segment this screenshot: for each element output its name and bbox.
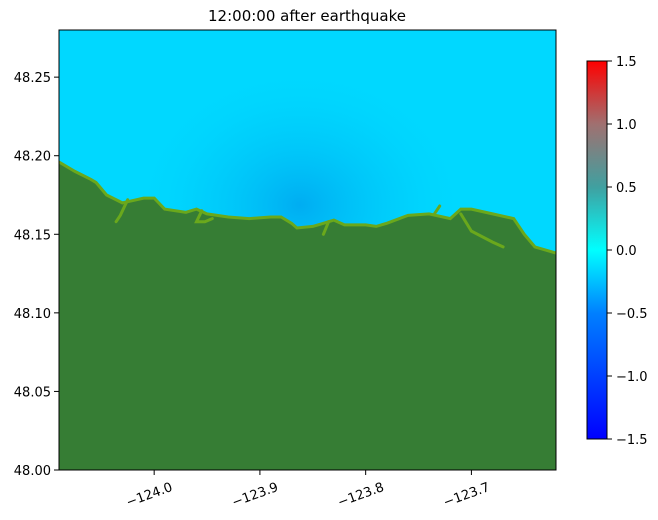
- inlet-4: [459, 212, 505, 249]
- y-axis: 48.00 48.05 48.10 48.15 48.20 48.25: [14, 71, 59, 479]
- y-tick-label: 48.25: [14, 71, 51, 86]
- colorbar-tick-label: −1.5: [616, 433, 648, 448]
- inlet-3: [321, 220, 331, 236]
- colorbar-tick-label: 0.5: [616, 181, 637, 196]
- x-axis: −124.0 −123.9 −123.8 −123.7: [124, 470, 492, 511]
- inlet-1: [114, 198, 130, 224]
- x-tick-label: −124.0: [124, 480, 174, 511]
- inlet-2: [194, 209, 214, 224]
- plot-area: [59, 30, 556, 470]
- y-tick-label: 48.05: [14, 385, 51, 400]
- colorbar: −1.5 −1.0 −0.5 0.0 0.5 1.0 1.5: [586, 55, 648, 448]
- colorbar-tick-label: −1.0: [616, 370, 648, 385]
- colorbar-tick-label: 1.0: [616, 118, 637, 133]
- x-tick-label: −123.7: [442, 480, 492, 511]
- chart-title: 12:00:00 after earthquake: [208, 7, 406, 25]
- colorbar-axis: −1.5 −1.0 −0.5 0.0 0.5 1.0 1.5: [607, 55, 648, 448]
- x-tick-label: −123.8: [336, 480, 386, 511]
- colorbar-gradient: [586, 60, 608, 440]
- inlet-5: [432, 204, 442, 216]
- colorbar-tick-label: 0.0: [616, 244, 637, 259]
- x-tick-label: −123.9: [230, 480, 280, 511]
- colorbar-tick-label: −0.5: [616, 307, 648, 322]
- y-tick-label: 48.10: [14, 307, 51, 322]
- y-tick-label: 48.20: [14, 150, 51, 165]
- land-mass: [59, 162, 556, 470]
- inlets: [114, 198, 505, 249]
- y-tick-label: 48.15: [14, 228, 51, 243]
- coastline: [59, 160, 556, 255]
- colorbar-tick-label: 1.5: [616, 55, 637, 70]
- y-tick-label: 48.00: [14, 464, 51, 479]
- plot-frame: [58, 29, 557, 471]
